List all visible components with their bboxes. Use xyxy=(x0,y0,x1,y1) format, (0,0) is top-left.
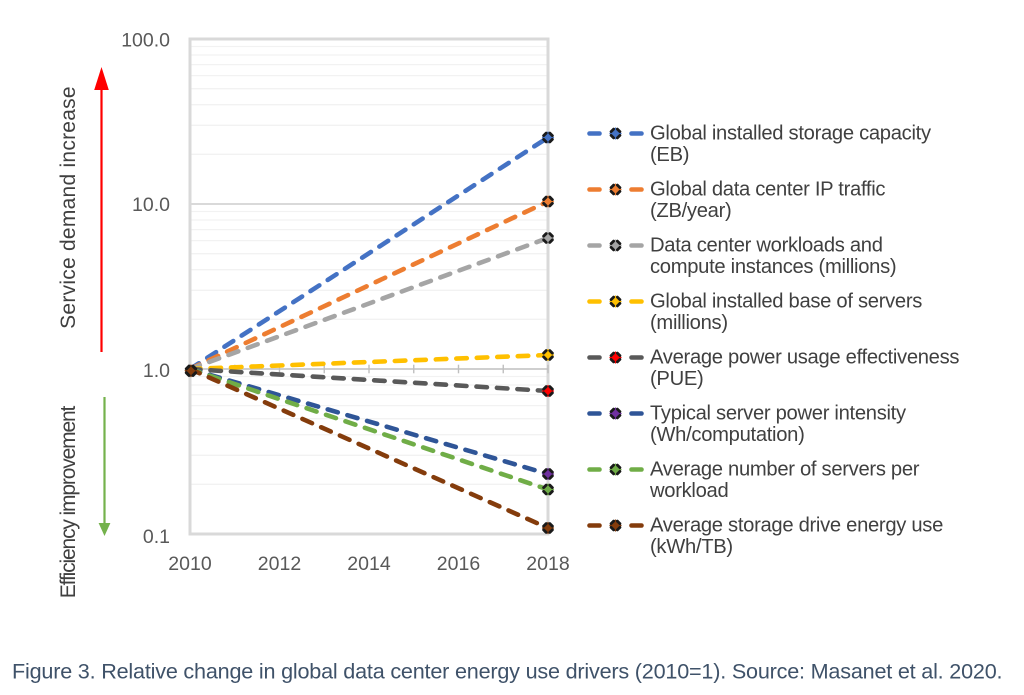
svg-text:10.0: 10.0 xyxy=(132,194,170,216)
svg-text:workload: workload xyxy=(649,480,728,502)
svg-text:2016: 2016 xyxy=(437,553,480,575)
svg-text:(kWh/TB): (kWh/TB) xyxy=(650,536,733,558)
svg-text:Figure 3. Relative change in g: Figure 3. Relative change in global data… xyxy=(12,659,1002,684)
svg-text:2012: 2012 xyxy=(258,553,301,575)
svg-text:100.0: 100.0 xyxy=(121,30,170,52)
svg-text:(millions): (millions) xyxy=(650,312,728,334)
svg-text:0.1: 0.1 xyxy=(143,526,170,548)
svg-text:Service demand increase: Service demand increase xyxy=(57,86,80,329)
svg-text:compute instances (millions): compute instances (millions) xyxy=(650,256,896,278)
svg-text:(ZB/year): (ZB/year) xyxy=(650,200,731,222)
svg-text:2014: 2014 xyxy=(347,553,391,575)
svg-text:(PUE): (PUE) xyxy=(650,368,703,390)
svg-text:Average storage drive energy u: Average storage drive energy use xyxy=(650,515,943,537)
svg-text:(Wh/computation): (Wh/computation) xyxy=(650,424,805,446)
svg-text:Average power usage effectiven: Average power usage effectiveness xyxy=(650,347,959,369)
svg-text:1.0: 1.0 xyxy=(143,360,170,382)
svg-text:2018: 2018 xyxy=(526,553,569,575)
svg-text:Efficiency improvement: Efficiency improvement xyxy=(57,405,80,598)
svg-text:Average number of servers per: Average number of servers per xyxy=(650,459,920,481)
svg-text:(EB): (EB) xyxy=(650,144,689,166)
svg-text:Typical server power intensity: Typical server power intensity xyxy=(650,403,907,425)
svg-text:Global installed base of serve: Global installed base of servers xyxy=(650,291,922,313)
svg-text:Data center workloads and: Data center workloads and xyxy=(650,235,883,257)
svg-text:Global data center IP traffic: Global data center IP traffic xyxy=(650,179,885,201)
svg-text:Global installed storage capac: Global installed storage capacity xyxy=(650,123,932,145)
svg-text:2010: 2010 xyxy=(168,553,212,575)
